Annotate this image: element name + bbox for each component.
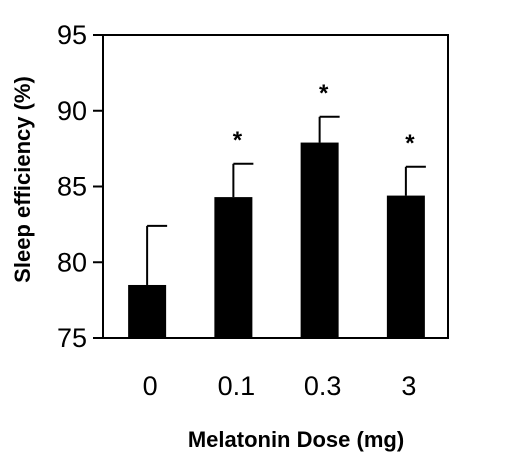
- y-axis-label: Sleep efficiency (%): [10, 76, 35, 283]
- x-tick-label: 3: [401, 371, 416, 401]
- y-tick-label: 75: [57, 323, 87, 353]
- bar-0: [128, 284, 167, 338]
- y-tick-label: 80: [57, 247, 87, 277]
- x-tick-label: 0.3: [304, 371, 342, 401]
- x-axis-ticks: 0 0.1 0.3 3: [143, 371, 417, 401]
- significance-marker: *: [233, 127, 243, 154]
- significance-marker: *: [319, 80, 329, 107]
- y-tick-label: 90: [57, 96, 87, 126]
- y-tick-label: 95: [57, 20, 87, 50]
- bars-group: * * *: [128, 80, 426, 338]
- y-axis-ticks: 75 80 85 90 95: [57, 20, 103, 353]
- x-tick-label: 0.1: [218, 371, 256, 401]
- y-tick-label: 85: [57, 172, 87, 202]
- significance-marker: *: [405, 130, 415, 157]
- bar-0.1: [214, 197, 253, 338]
- plot-frame: [102, 34, 449, 339]
- bar-3: [386, 195, 425, 338]
- bar-0.3: [300, 142, 339, 338]
- x-tick-label: 0: [143, 371, 158, 401]
- x-axis-label: Melatonin Dose (mg): [188, 427, 404, 452]
